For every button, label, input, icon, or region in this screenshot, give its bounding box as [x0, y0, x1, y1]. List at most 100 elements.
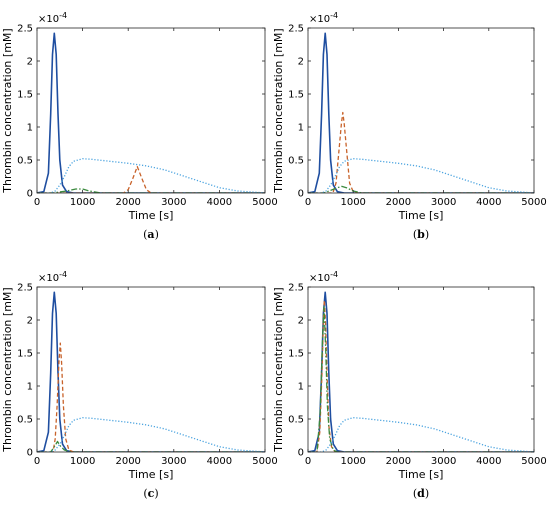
y-axis-label: Thrombin concentration [mM]	[1, 28, 14, 193]
y-tick-label: 2.5	[288, 24, 304, 35]
series-line-dashed	[37, 342, 265, 452]
y-tick-label: 1.5	[17, 349, 33, 360]
y-tick-label: 0.5	[288, 156, 304, 167]
series-line-dashed	[308, 111, 534, 193]
y-tick-label: 1	[27, 382, 33, 393]
axes-frame	[36, 27, 266, 194]
x-tick-label: 2000	[115, 197, 140, 208]
y-tick-label: 2	[298, 316, 304, 327]
axes-frame	[307, 27, 535, 194]
y-tick-label: 0	[27, 448, 33, 459]
panel-caption: (d)	[413, 487, 429, 500]
x-tick-label: 0	[305, 456, 311, 467]
x-axis-label: Time [s]	[398, 209, 444, 222]
panel-caption: (a)	[143, 228, 159, 241]
series-line-solid	[308, 291, 534, 452]
exponent-base: ×10	[309, 273, 330, 284]
y-tick-label: 0.5	[17, 415, 33, 426]
y-exponent-label: ×10-4	[309, 270, 338, 284]
x-tick-label: 5000	[521, 456, 546, 467]
y-axis-label: Thrombin concentration [mM]	[1, 287, 14, 452]
y-tick-label: 0	[27, 189, 33, 200]
x-tick-label: 1000	[70, 197, 95, 208]
x-tick-label: 3000	[431, 197, 456, 208]
series-line-solid	[308, 32, 534, 193]
y-tick-label: 2	[27, 316, 33, 327]
series-line-dotted	[308, 417, 534, 452]
y-tick-label: 1.5	[288, 90, 304, 101]
x-tick-label: 3000	[161, 456, 186, 467]
chart-panel-b: 0 1000 2000 3000 4000 5000 0 0.5 1 1.5 2 2.5 ×10-4 Ti…	[272, 11, 547, 241]
y-tick-label: 2.5	[17, 283, 33, 294]
series-line-dashdot	[37, 188, 265, 193]
x-tick-label: 0	[34, 197, 40, 208]
x-tick-label: 0	[305, 197, 311, 208]
series-line-dotted	[37, 158, 265, 193]
exponent-power: -4	[330, 270, 338, 279]
exponent-base: ×10	[309, 14, 330, 25]
x-tick-label: 3000	[431, 456, 456, 467]
y-tick-label: 0	[298, 189, 304, 200]
x-tick-label: 1000	[340, 456, 365, 467]
y-tick-label: 2	[298, 57, 304, 68]
x-axis-label: Time [s]	[128, 209, 174, 222]
y-tick-label: 0.5	[288, 415, 304, 426]
x-tick-label: 2000	[386, 197, 411, 208]
chart-panel-d: 0 1000 2000 3000 4000 5000 0 0.5 1 1.5 2 2.5 ×10-4 Ti…	[272, 270, 547, 500]
series-line-dashdot	[308, 185, 534, 193]
x-tick-label: 0	[34, 456, 40, 467]
y-tick-label: 0	[298, 448, 304, 459]
x-tick-label: 4000	[476, 456, 501, 467]
x-tick-label: 4000	[207, 456, 232, 467]
chart-panel-c: 0 1000 2000 3000 4000 5000 0 0.5 1 1.5 2 2.5 ×10-4 Ti…	[1, 270, 278, 500]
exponent-power: -4	[59, 11, 67, 20]
x-tick-label: 2000	[115, 456, 140, 467]
series-line-dotted	[37, 417, 265, 452]
y-tick-label: 2	[27, 57, 33, 68]
x-tick-label: 3000	[161, 197, 186, 208]
y-tick-label: 1	[298, 123, 304, 134]
y-exponent-label: ×10-4	[309, 11, 338, 25]
y-exponent-label: ×10-4	[38, 11, 67, 25]
x-tick-label: 5000	[252, 456, 277, 467]
x-tick-label: 2000	[386, 456, 411, 467]
y-tick-label: 1.5	[17, 90, 33, 101]
axes-frame	[307, 286, 535, 453]
y-axis-label: Thrombin concentration [mM]	[272, 287, 285, 452]
caption-letter: b	[417, 228, 425, 241]
caption-letter: c	[148, 487, 155, 500]
caption-letter: d	[417, 487, 425, 500]
exponent-base: ×10	[38, 273, 59, 284]
series-line-dotted	[308, 158, 534, 193]
y-tick-label: 1.5	[288, 349, 304, 360]
x-tick-label: 1000	[70, 456, 95, 467]
x-tick-label: 4000	[476, 197, 501, 208]
y-exponent-label: ×10-4	[38, 270, 67, 284]
series-line-solid	[37, 291, 265, 452]
series-line-dashed	[308, 299, 534, 452]
series-line-solid	[37, 32, 265, 193]
panel-caption: (c)	[143, 487, 158, 500]
axes-frame	[36, 286, 266, 453]
series-line-dashdot	[308, 306, 534, 452]
series-line-dashed	[37, 165, 265, 193]
x-axis-label: Time [s]	[398, 468, 444, 481]
exponent-power: -4	[59, 270, 67, 279]
y-tick-label: 0.5	[17, 156, 33, 167]
panel-caption: (b)	[413, 228, 429, 241]
y-tick-label: 1	[27, 123, 33, 134]
x-tick-label: 5000	[252, 197, 277, 208]
x-tick-label: 5000	[521, 197, 546, 208]
x-tick-label: 4000	[207, 197, 232, 208]
x-tick-label: 1000	[340, 197, 365, 208]
y-tick-label: 2.5	[17, 24, 33, 35]
y-axis-label: Thrombin concentration [mM]	[272, 28, 285, 193]
x-axis-label: Time [s]	[128, 468, 174, 481]
y-tick-label: 1	[298, 382, 304, 393]
y-tick-label: 2.5	[288, 283, 304, 294]
caption-letter: a	[147, 228, 154, 241]
chart-panel-a: 0 1000 2000 3000 4000 5000 0 0.5 1 1.5 2 2.5 ×10-4 Ti…	[1, 11, 278, 241]
exponent-base: ×10	[38, 14, 59, 25]
exponent-power: -4	[330, 11, 338, 20]
